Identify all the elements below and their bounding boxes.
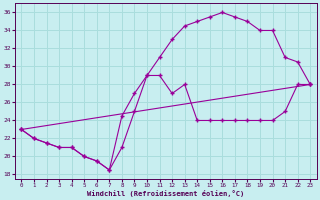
X-axis label: Windchill (Refroidissement éolien,°C): Windchill (Refroidissement éolien,°C): [87, 190, 244, 197]
